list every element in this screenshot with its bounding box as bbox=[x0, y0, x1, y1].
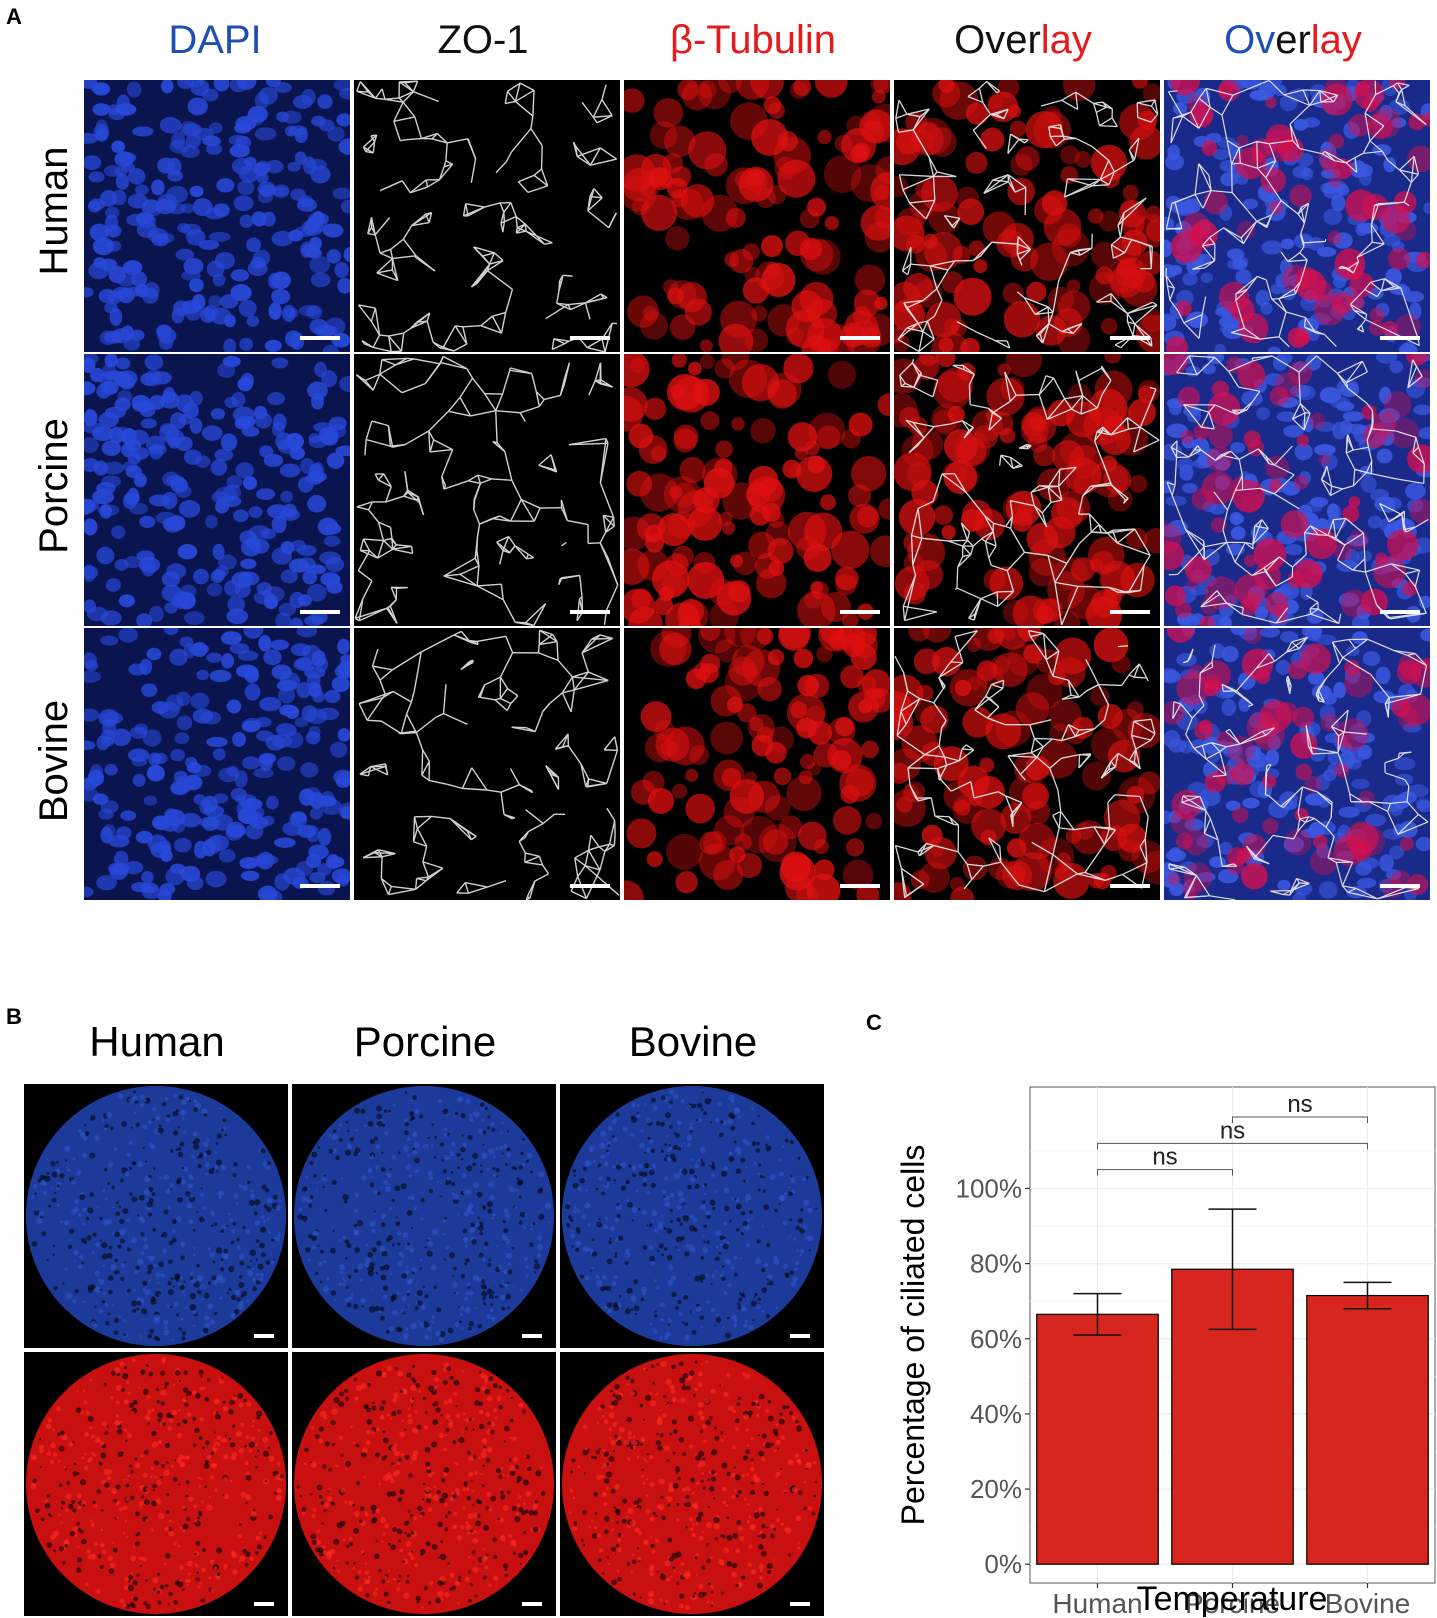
column-header-part: Ov bbox=[1224, 18, 1276, 62]
error-bars bbox=[1073, 1208, 1392, 1336]
panel-a-label: A bbox=[6, 4, 22, 29]
whole-well-porcine-tubulin bbox=[292, 1352, 556, 1616]
micrograph-bovine-overlay bbox=[894, 628, 1160, 900]
column-header-part: lay bbox=[1310, 18, 1362, 62]
whole-well-bovine-dapi bbox=[560, 1084, 824, 1348]
error-bar-bovine bbox=[1343, 1281, 1392, 1310]
scale-bar bbox=[300, 610, 340, 614]
scale-bar bbox=[1110, 610, 1150, 614]
column-header-part: er bbox=[1275, 18, 1311, 62]
panel-b-header-bovine: Bovine bbox=[628, 1018, 758, 1065]
error-bar-human bbox=[1073, 1292, 1122, 1336]
row-header-porcine: Porcine bbox=[32, 418, 76, 554]
micrograph-bovine-dapi bbox=[84, 628, 350, 900]
bar-human bbox=[1036, 1313, 1159, 1565]
column-header-overlay-2: Overlay bbox=[1162, 18, 1424, 63]
scale-bar bbox=[790, 1602, 810, 1606]
micrograph-bovine-tubulin bbox=[624, 628, 890, 900]
y-tick-label: 0% bbox=[984, 1549, 1022, 1579]
x-axis-ticks: Human Porcine Bovine bbox=[1052, 1583, 1410, 1618]
column-header-zo1: ZO-1 bbox=[437, 18, 529, 62]
y-tick-label: 40% bbox=[970, 1399, 1022, 1429]
scale-bar bbox=[1380, 884, 1420, 888]
micrograph-bovine-overlay-dapi bbox=[1164, 628, 1430, 900]
scale-bar bbox=[840, 336, 880, 340]
scale-bar bbox=[570, 610, 610, 614]
scale-bar bbox=[522, 1334, 542, 1338]
x-tick-label-human: Human bbox=[1052, 1588, 1142, 1618]
scale-bar bbox=[1380, 336, 1420, 340]
scale-bar bbox=[790, 1334, 810, 1338]
whole-well-human-dapi bbox=[24, 1084, 288, 1348]
scale-bar bbox=[254, 1602, 274, 1606]
y-tick-label: 100% bbox=[956, 1173, 1023, 1203]
micrograph-porcine-overlay-dapi bbox=[1164, 354, 1430, 626]
bar-bovine bbox=[1306, 1294, 1429, 1565]
significance-label: ns bbox=[1152, 1144, 1177, 1171]
whole-well-porcine-dapi bbox=[292, 1084, 556, 1348]
scale-bar bbox=[840, 884, 880, 888]
y-axis-label: Percentage of ciliated cells bbox=[895, 1145, 931, 1526]
panel-b-header-porcine: Porcine bbox=[353, 1018, 497, 1065]
column-header-part: lay bbox=[1040, 18, 1092, 62]
error-bar-porcine bbox=[1208, 1208, 1257, 1331]
micrograph-human-overlay-dapi bbox=[1164, 80, 1430, 352]
column-header-dapi: DAPI bbox=[168, 18, 262, 62]
scale-bar bbox=[254, 1334, 274, 1338]
scale-bar bbox=[1110, 336, 1150, 340]
micrograph-porcine-dapi bbox=[84, 354, 350, 626]
scale-bar bbox=[1380, 610, 1420, 614]
micrograph-human-dapi bbox=[84, 80, 350, 352]
significance-label: ns bbox=[1287, 1091, 1312, 1118]
micrograph-porcine-overlay bbox=[894, 354, 1160, 626]
micrograph-bovine-zo1 bbox=[354, 628, 620, 900]
column-header-overlay-1: Overlay bbox=[892, 18, 1154, 63]
column-header-part: Over bbox=[954, 18, 1041, 62]
whole-well-bovine-tubulin bbox=[560, 1352, 824, 1616]
micrograph-human-zo1 bbox=[354, 80, 620, 352]
scale-bar bbox=[570, 336, 610, 340]
whole-well-human-tubulin bbox=[24, 1352, 288, 1616]
row-header-human: Human bbox=[32, 146, 76, 276]
panel-b-header-human: Human bbox=[89, 1018, 225, 1065]
scale-bar bbox=[1110, 884, 1150, 888]
scale-bar bbox=[300, 884, 340, 888]
x-tick-label-porcine: Porcine bbox=[1185, 1588, 1280, 1618]
row-header-bovine: Bovine bbox=[32, 699, 76, 823]
scale-bar bbox=[522, 1602, 542, 1606]
y-tick-label: 20% bbox=[970, 1474, 1022, 1504]
scale-bar bbox=[840, 610, 880, 614]
panel-c-label: C bbox=[866, 1010, 882, 1035]
panel-b-label: B bbox=[6, 1004, 22, 1029]
x-tick-label-bovine: Bovine bbox=[1325, 1588, 1411, 1618]
scale-bar bbox=[570, 884, 610, 888]
column-header-tubulin: β-Tubulin bbox=[669, 18, 837, 62]
micrograph-porcine-tubulin bbox=[624, 354, 890, 626]
significance-bracket: ns bbox=[1232, 1091, 1368, 1124]
scale-bar bbox=[300, 336, 340, 340]
bars bbox=[1036, 1268, 1429, 1565]
micrograph-porcine-zo1 bbox=[354, 354, 620, 626]
y-tick-label: 60% bbox=[970, 1324, 1022, 1354]
significance-bracket: ns bbox=[1097, 1144, 1233, 1176]
micrograph-human-overlay bbox=[894, 80, 1160, 352]
x-axis-label: Temperature bbox=[1137, 1580, 1328, 1618]
micrograph-human-tubulin bbox=[624, 80, 890, 352]
y-axis-ticks: 0% 20% 40% 60% 80% 100% bbox=[956, 1173, 1030, 1579]
y-tick-label: 80% bbox=[970, 1249, 1022, 1279]
